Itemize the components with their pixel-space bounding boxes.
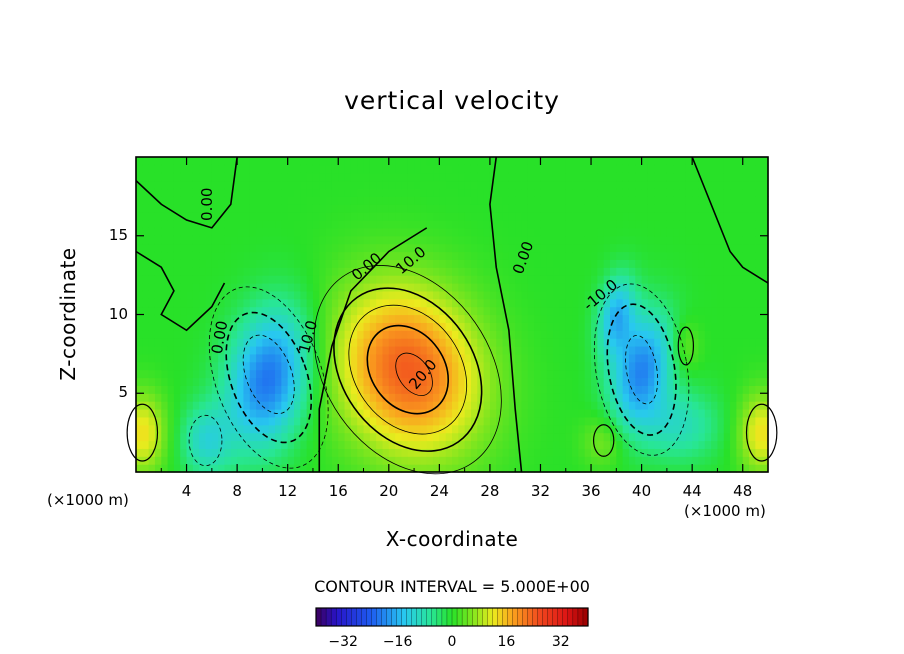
x-tick-label: 12: [278, 482, 298, 500]
heatmap-field: [136, 157, 769, 473]
colorbar: [315, 607, 589, 627]
x-tick-label: 36: [581, 482, 601, 500]
x-axis-label: X-coordinate: [385, 527, 519, 551]
contour-interval-label: CONTOUR INTERVAL = 5.000E+00: [314, 577, 590, 596]
x-axis-unit: (×1000 m): [684, 502, 766, 520]
contour-small-43: [677, 326, 695, 366]
y-tick-label: 15: [108, 225, 128, 244]
y-tick-label: 5: [118, 383, 128, 402]
y-axis-unit: (×1000 m): [47, 491, 129, 509]
contour-label: 0.00: [208, 319, 232, 355]
x-tick-label: 8: [232, 482, 242, 500]
contour-edge-right: [745, 403, 778, 462]
x-tick-label: 40: [632, 482, 652, 500]
contour-5: [313, 265, 502, 475]
x-tick-label: 24: [429, 482, 449, 500]
contour-zero-right-of-updraft: [489, 156, 523, 473]
contour-20: [366, 324, 450, 415]
contour-neg10-right: [606, 303, 677, 436]
colorbar-tick-label: 16: [497, 634, 516, 650]
contour-zero-top-right: [691, 156, 769, 284]
y-tick-label: 10: [108, 304, 128, 323]
x-tick-label: 16: [328, 482, 348, 500]
contour-zero-mid-left: [135, 250, 226, 332]
x-tick-label: 32: [530, 482, 551, 500]
chart-title: vertical velocity: [344, 86, 560, 115]
colorbar-tick-label: 0: [447, 634, 457, 650]
x-tick-label: 4: [181, 482, 192, 500]
x-tick-label: 20: [379, 482, 399, 500]
contour-neg5-left: [208, 286, 329, 469]
contour-neg5-right: [593, 283, 690, 456]
x-tick-label: 28: [480, 482, 500, 500]
contour-zero-left-of-updraft: [318, 227, 428, 472]
contour-zero-top-left: [135, 156, 238, 229]
contour-edge-left: [126, 403, 159, 462]
contour-label: 0.00: [198, 188, 216, 221]
contour-neg15-right: [625, 334, 659, 405]
x-tick-label: 48: [733, 482, 753, 500]
contour-neg10-left: [225, 311, 313, 444]
colorbar-tick-label: −32: [328, 634, 358, 650]
colorbar-tick-label: 32: [551, 634, 570, 650]
contour-15: [348, 304, 468, 435]
colorbar-tick-label: −16: [382, 634, 413, 650]
contour-10: [333, 287, 483, 452]
y-axis-label: Z-coordinate: [56, 247, 80, 381]
contour-neg15-left: [242, 334, 295, 415]
contour-neg5-small: [188, 414, 223, 467]
x-tick-label: 44: [682, 482, 702, 500]
colorbar-frame: [315, 607, 589, 627]
contour-25: [395, 352, 433, 396]
contour-small-right: [592, 424, 615, 457]
